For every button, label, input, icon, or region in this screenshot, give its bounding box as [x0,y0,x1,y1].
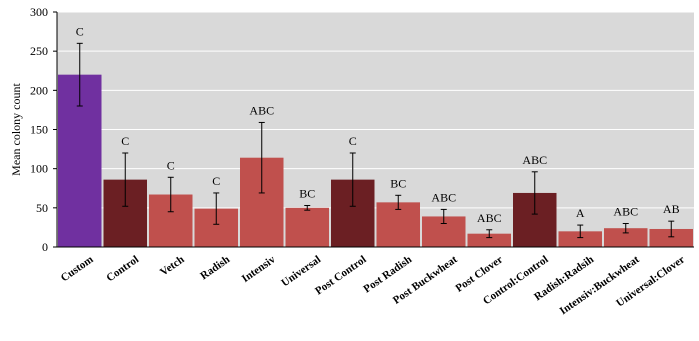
x-tick-label: Universal [279,254,323,290]
x-tick-label: Intensiv:Buckwheat [558,253,642,317]
significance-label: C [349,134,357,148]
y-tick-label: 300 [30,5,48,19]
x-tick-label: Intensiv [240,253,278,285]
bar [558,231,602,247]
significance-label: C [121,134,129,148]
y-axis-title: Mean colony count [9,83,23,176]
bar [285,207,329,247]
error-bars [76,42,675,239]
y-axis-ticks: 0 50 100 150 200 250 300 [30,5,57,254]
bar [649,228,693,247]
significance-label: ABC [522,153,547,167]
significance-label: ABC [613,205,638,219]
y-tick-label: 50 [36,201,48,215]
y-tick-label: 150 [30,123,48,137]
significance-label: ABC [249,103,274,117]
x-tick-label: Radish [198,254,232,283]
significance-label: A [576,206,585,220]
y-tick-label: 100 [30,162,48,176]
significance-label: BC [390,176,406,190]
y-tick-label: 200 [30,83,48,97]
x-tick-label: Custom [59,254,96,285]
bar [467,233,511,247]
significance-label: C [76,24,84,38]
x-tick-label: Control [104,254,141,285]
y-tick-label: 250 [30,44,48,58]
significance-label: ABC [431,190,456,204]
x-axis-labels: Custom Control Vetch Radish Intensiv Universa… [59,253,688,317]
y-tick-label: 0 [42,240,48,254]
bar [604,228,648,247]
significance-label: AB [663,202,680,216]
significance-label: C [167,158,175,172]
significance-labels: C C C C ABC BC C BC ABC ABC ABC A ABC AB [76,24,680,224]
significance-label: ABC [477,211,502,225]
x-tick-label: Vetch [158,254,187,279]
significance-label: BC [299,186,315,200]
x-tick-label: Post Control [313,254,369,298]
significance-label: C [212,174,220,188]
